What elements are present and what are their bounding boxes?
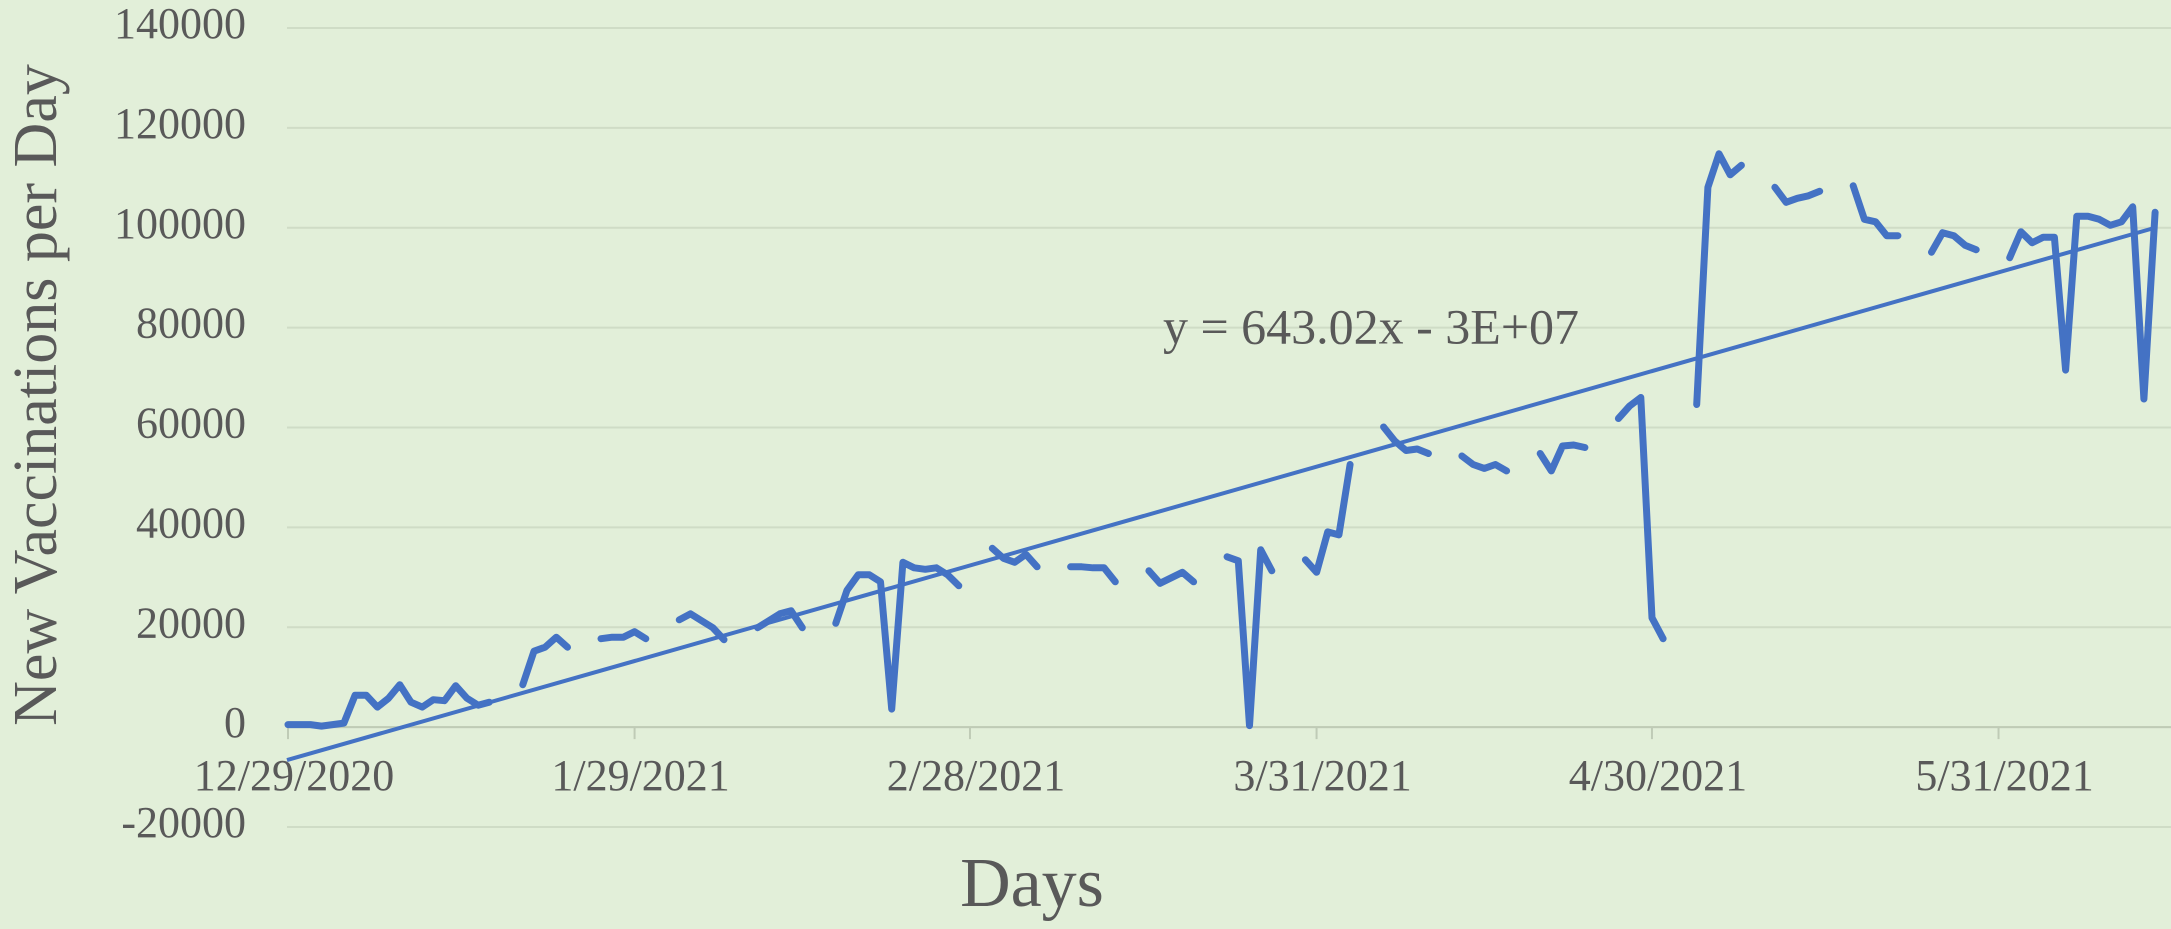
x-tick-label: 3/31/2021 [1233,751,1411,800]
y-tick-label: 40000 [136,498,246,547]
data-line [284,150,2159,730]
y-tick-label: 100000 [114,199,246,248]
x-tick-label: 1/29/2021 [551,751,729,800]
y-tick-label: 120000 [114,99,246,148]
x-tick-label: 4/30/2021 [1569,751,1747,800]
y-tick-label: 0 [224,698,246,747]
y-tick-label: 20000 [136,598,246,647]
y-tick-label: -20000 [121,798,246,847]
y-tick-label: 140000 [114,0,246,48]
x-tick-label: 2/28/2021 [887,751,1065,800]
y-tick-label: 60000 [136,399,246,448]
y-axis-title: New Vaccinations per Day [2,64,70,726]
x-tick-label: 5/31/2021 [1915,751,2093,800]
trendline-label: y = 643.02x - 3E+07 [1163,298,1579,354]
y-tick-label: 80000 [136,299,246,348]
x-axis-title: Days [960,845,1104,922]
trendline [286,225,2156,763]
